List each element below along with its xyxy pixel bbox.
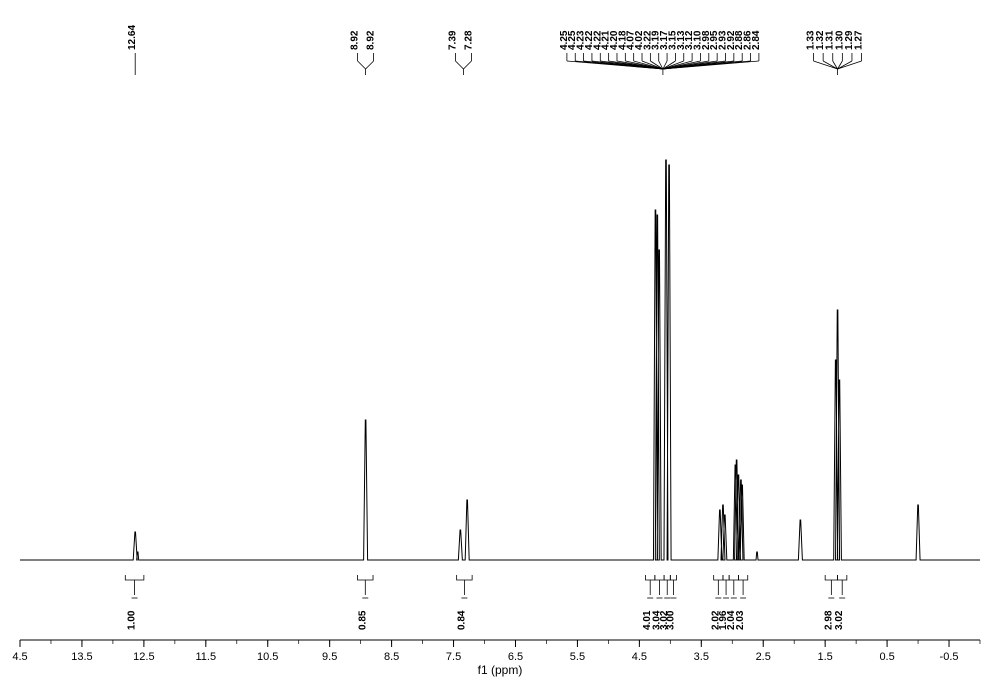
integration-label: 3.00 — [665, 610, 676, 630]
integration-label: 2.03 — [735, 610, 746, 630]
peak-label-converge — [366, 61, 374, 69]
x-axis-tick-label: 8.5 — [384, 651, 399, 663]
x-axis-tick-label: 9.5 — [322, 651, 337, 663]
peak-ppm-label: 8.92 — [350, 30, 361, 50]
integration-bracket — [714, 575, 723, 580]
integration-bracket — [646, 575, 655, 580]
x-axis-tick-label: 3.5 — [694, 651, 709, 663]
integration-bracket — [738, 575, 747, 580]
integration-bracket — [729, 575, 738, 580]
x-axis-tick-label: 6.5 — [508, 651, 523, 663]
integration-bracket — [664, 575, 670, 580]
x-axis-tick-label: 2.5 — [756, 651, 771, 663]
integration-bracket — [670, 575, 676, 580]
integration-bracket — [125, 575, 144, 580]
x-axis-tick-label: 5.5 — [570, 651, 585, 663]
x-axis-tick-label: 12.5 — [133, 651, 154, 663]
x-axis-tick-label: 13.5 — [71, 651, 92, 663]
peak-label-converge — [455, 61, 463, 69]
peak-ppm-label: 2.84 — [751, 30, 762, 50]
integration-bracket — [655, 575, 664, 580]
peak-ppm-label: 7.28 — [463, 30, 474, 50]
integration-bracket — [457, 575, 472, 580]
x-axis-tick-label: 4.5 — [12, 651, 27, 663]
peak-label-converge — [463, 61, 471, 69]
integration-bracket — [838, 575, 847, 580]
peak-label-converge — [358, 61, 366, 69]
x-axis-tick-label: -0.5 — [940, 651, 959, 663]
x-axis-tick-label: 4.5 — [632, 651, 647, 663]
peak-ppm-label: 1.27 — [854, 30, 865, 50]
x-axis-title: f1 (ppm) — [478, 663, 523, 677]
integration-bracket — [358, 575, 373, 580]
x-axis-tick-label: 11.5 — [196, 651, 217, 663]
integration-bracket — [825, 575, 837, 580]
integration-label: 0.85 — [357, 610, 368, 630]
x-axis-tick-label: 1.5 — [818, 651, 833, 663]
integration-label: 3.02 — [834, 610, 845, 630]
peak-ppm-label: 8.92 — [366, 30, 377, 50]
integration-label: 0.84 — [456, 610, 467, 630]
x-axis-tick-label: 0.5 — [879, 651, 894, 663]
nmr-spectrum-plot: 12.648.928.927.397.284.254.254.234.224.2… — [0, 0, 1000, 694]
x-axis-tick-label: 10.5 — [257, 651, 278, 663]
integration-label: 2.98 — [823, 610, 834, 630]
peak-ppm-label: 12.64 — [127, 25, 138, 50]
x-axis-tick-label: 7.5 — [446, 651, 461, 663]
integration-bracket — [723, 575, 729, 580]
spectrum-trace — [20, 160, 980, 560]
integration-label: 1.00 — [127, 610, 138, 630]
peak-ppm-label: 7.39 — [447, 30, 458, 50]
